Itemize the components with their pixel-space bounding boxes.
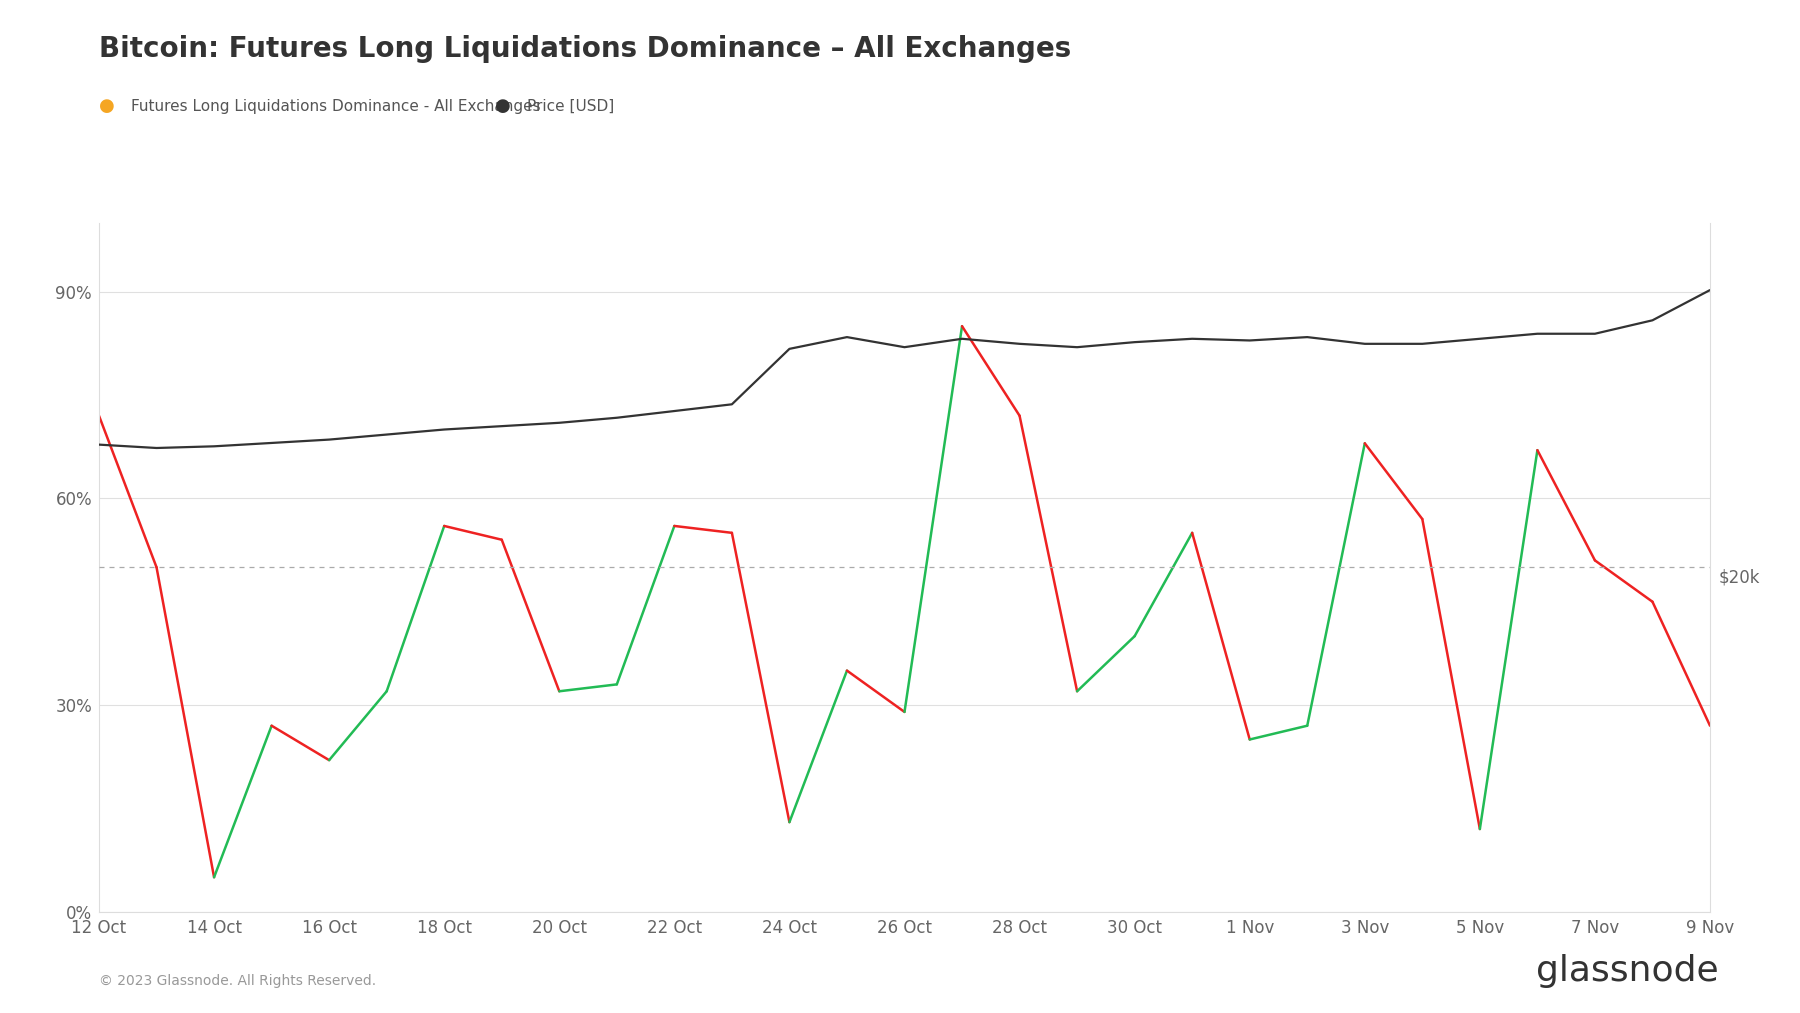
Text: Bitcoin: Futures Long Liquidations Dominance – All Exchanges: Bitcoin: Futures Long Liquidations Domin… [99,35,1071,64]
Text: Futures Long Liquidations Dominance - All Exchanges: Futures Long Liquidations Dominance - Al… [131,99,542,113]
Text: Price [USD]: Price [USD] [527,99,614,113]
Text: © 2023 Glassnode. All Rights Reserved.: © 2023 Glassnode. All Rights Reserved. [99,973,376,988]
Text: glassnode: glassnode [1537,953,1719,988]
Text: ●: ● [495,97,511,115]
Text: ●: ● [99,97,115,115]
